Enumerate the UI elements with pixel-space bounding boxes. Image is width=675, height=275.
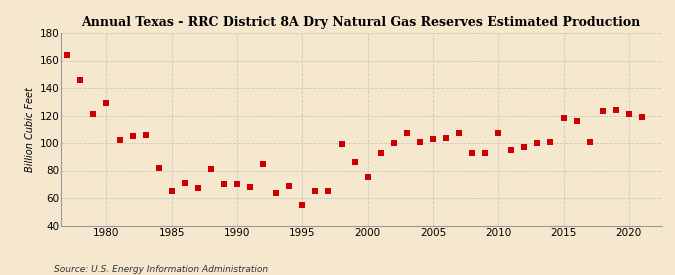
Point <box>375 150 386 155</box>
Point <box>402 131 412 136</box>
Point <box>624 112 634 116</box>
Point <box>349 160 360 164</box>
Point <box>232 182 242 186</box>
Point <box>153 166 164 170</box>
Point <box>454 131 464 136</box>
Point <box>323 189 334 193</box>
Point <box>427 137 438 141</box>
Point <box>610 108 621 112</box>
Point <box>192 186 203 191</box>
Point <box>585 139 595 144</box>
Point <box>88 112 99 116</box>
Point <box>101 101 112 105</box>
Point <box>506 148 517 152</box>
Point <box>466 150 477 155</box>
Point <box>127 134 138 138</box>
Point <box>140 133 151 137</box>
Point <box>441 135 452 140</box>
Point <box>205 167 216 171</box>
Point <box>166 189 177 193</box>
Point <box>271 190 281 195</box>
Point <box>75 78 86 82</box>
Point <box>571 119 582 123</box>
Point <box>310 189 321 193</box>
Point <box>493 131 504 136</box>
Point <box>597 109 608 114</box>
Point <box>637 115 647 119</box>
Text: Source: U.S. Energy Information Administration: Source: U.S. Energy Information Administ… <box>54 265 268 274</box>
Point <box>519 145 530 149</box>
Point <box>297 203 308 207</box>
Point <box>245 185 256 189</box>
Point <box>532 141 543 145</box>
Point <box>114 138 125 142</box>
Title: Annual Texas - RRC District 8A Dry Natural Gas Reserves Estimated Production: Annual Texas - RRC District 8A Dry Natur… <box>82 16 641 29</box>
Point <box>480 150 491 155</box>
Point <box>362 175 373 180</box>
Point <box>388 141 399 145</box>
Point <box>180 181 190 185</box>
Point <box>558 116 569 120</box>
Y-axis label: Billion Cubic Feet: Billion Cubic Feet <box>26 87 36 172</box>
Point <box>258 161 269 166</box>
Point <box>284 183 295 188</box>
Point <box>62 53 73 57</box>
Point <box>336 142 347 147</box>
Point <box>545 139 556 144</box>
Point <box>414 139 425 144</box>
Point <box>219 182 230 186</box>
